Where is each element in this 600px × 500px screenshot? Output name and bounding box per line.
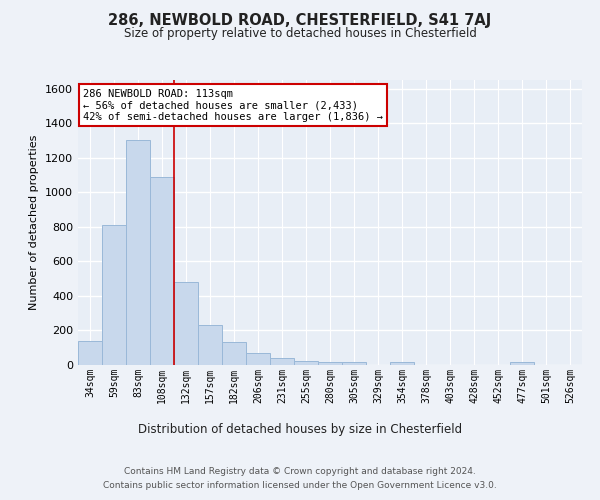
Bar bbox=[342, 362, 366, 365]
Bar bbox=[198, 326, 222, 365]
Text: 286, NEWBOLD ROAD, CHESTERFIELD, S41 7AJ: 286, NEWBOLD ROAD, CHESTERFIELD, S41 7AJ bbox=[109, 12, 491, 28]
Text: Distribution of detached houses by size in Chesterfield: Distribution of detached houses by size … bbox=[138, 422, 462, 436]
Bar bbox=[102, 225, 126, 365]
Bar bbox=[318, 362, 342, 365]
Bar bbox=[390, 362, 414, 365]
Text: Contains public sector information licensed under the Open Government Licence v3: Contains public sector information licen… bbox=[103, 481, 497, 490]
Bar bbox=[174, 282, 198, 365]
Text: 286 NEWBOLD ROAD: 113sqm
← 56% of detached houses are smaller (2,433)
42% of sem: 286 NEWBOLD ROAD: 113sqm ← 56% of detach… bbox=[83, 88, 383, 122]
Y-axis label: Number of detached properties: Number of detached properties bbox=[29, 135, 40, 310]
Bar bbox=[222, 342, 246, 365]
Bar bbox=[510, 362, 534, 365]
Bar bbox=[150, 176, 174, 365]
Bar bbox=[78, 341, 102, 365]
Bar bbox=[294, 360, 318, 365]
Text: Size of property relative to detached houses in Chesterfield: Size of property relative to detached ho… bbox=[124, 28, 476, 40]
Text: Contains HM Land Registry data © Crown copyright and database right 2024.: Contains HM Land Registry data © Crown c… bbox=[124, 468, 476, 476]
Bar bbox=[246, 353, 270, 365]
Bar bbox=[270, 358, 294, 365]
Bar bbox=[126, 140, 150, 365]
